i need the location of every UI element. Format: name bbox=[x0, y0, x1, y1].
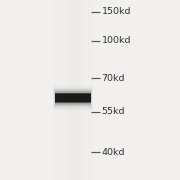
Bar bbox=[55, 102, 91, 103]
Bar bbox=[60, 0, 87, 180]
Bar bbox=[54, 0, 94, 180]
Bar bbox=[66, 0, 82, 180]
Bar bbox=[64, 0, 84, 180]
Bar bbox=[54, 88, 92, 109]
Bar bbox=[55, 104, 91, 105]
Bar bbox=[55, 104, 91, 106]
Bar bbox=[57, 0, 91, 180]
Bar bbox=[62, 0, 85, 180]
Bar bbox=[65, 0, 82, 180]
Bar bbox=[55, 0, 93, 180]
Bar bbox=[63, 0, 85, 180]
Bar bbox=[56, 0, 91, 180]
Bar bbox=[53, 86, 93, 111]
Bar bbox=[62, 0, 86, 180]
Text: 40kd: 40kd bbox=[102, 148, 125, 157]
Bar bbox=[55, 92, 91, 104]
Bar bbox=[55, 103, 91, 105]
Bar bbox=[53, 86, 93, 110]
Bar bbox=[55, 93, 91, 104]
Bar bbox=[55, 92, 91, 93]
Bar bbox=[55, 102, 91, 104]
Bar bbox=[55, 91, 91, 92]
Bar bbox=[55, 91, 91, 93]
Bar bbox=[54, 89, 92, 107]
Text: 150kd: 150kd bbox=[102, 7, 131, 16]
Text: 100kd: 100kd bbox=[102, 36, 131, 45]
Bar bbox=[54, 88, 92, 108]
Text: 55kd: 55kd bbox=[102, 107, 125, 116]
Bar bbox=[53, 87, 92, 109]
Text: 70kd: 70kd bbox=[102, 74, 125, 83]
Bar bbox=[54, 0, 94, 180]
Bar bbox=[55, 89, 91, 91]
Bar bbox=[55, 93, 91, 94]
Bar bbox=[54, 91, 91, 106]
Bar bbox=[67, 0, 80, 180]
Bar bbox=[55, 91, 91, 105]
Bar bbox=[61, 0, 87, 180]
Bar bbox=[59, 0, 89, 180]
Bar bbox=[55, 103, 91, 104]
Bar bbox=[60, 0, 88, 180]
Bar bbox=[57, 0, 90, 180]
Bar bbox=[64, 0, 83, 180]
Bar bbox=[55, 0, 92, 180]
Bar bbox=[58, 0, 89, 180]
Bar bbox=[55, 90, 91, 91]
Bar bbox=[54, 90, 92, 106]
Bar bbox=[66, 0, 81, 180]
